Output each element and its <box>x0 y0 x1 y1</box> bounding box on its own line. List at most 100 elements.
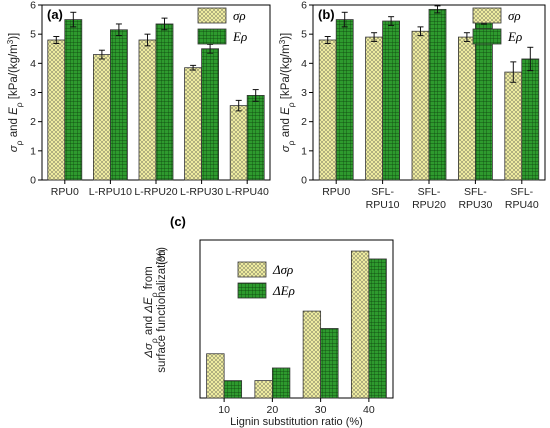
bar-e-1 <box>110 29 128 181</box>
bar-e-3 <box>368 258 387 399</box>
x-tick-label: L-RPU30 <box>180 186 223 198</box>
y-axis-label-part: and <box>280 115 292 141</box>
bar-sigma-3 <box>457 36 476 181</box>
legend-label-e: Eρ <box>232 29 247 44</box>
bar-sigma-1 <box>254 380 273 399</box>
x-tick-label: RPU0 <box>51 186 79 198</box>
y-axis-label-part: ρ <box>14 102 24 107</box>
x-tick-label: 40 <box>363 404 375 416</box>
panel-label: (b) <box>318 7 335 22</box>
bar-e-1 <box>271 367 291 399</box>
bar-sigma-3 <box>350 250 370 399</box>
y-axis-label: σρ and Eρ [kPa/(kg/m3)] <box>278 33 297 153</box>
bar-e-0 <box>223 380 243 399</box>
bar-sigma-2 <box>411 30 430 181</box>
y-axis-label-part: [kPa/(kg/m <box>280 44 292 102</box>
y-tick-label: 2 <box>30 116 36 128</box>
x-tick-label: 10 <box>218 404 230 416</box>
legend-swatch-sigma <box>237 261 267 278</box>
y-tick-label: 4 <box>301 58 307 70</box>
y-axis-label-part: and <box>143 313 155 339</box>
y-axis-label-part: from <box>143 266 155 292</box>
bar-e-2 <box>155 23 174 181</box>
bar-e-3 <box>201 48 220 181</box>
y-axis-label-part: σ <box>280 144 292 152</box>
x-tick-label: SFL- <box>418 186 441 198</box>
y-axis-label-line3: (%) <box>156 247 168 265</box>
x-tick-label: RPU30 <box>458 199 492 211</box>
legend-label-sigma: Δσρ <box>272 262 293 277</box>
y-tick-label: 5 <box>30 29 36 41</box>
bar-sigma-2 <box>302 310 322 399</box>
legend-label-sigma: σρ <box>233 8 246 23</box>
bar-sigma-0 <box>47 39 66 181</box>
bar-e-4 <box>521 58 540 181</box>
y-axis-label-part: ρ <box>149 338 159 343</box>
bar-e-1 <box>382 20 401 181</box>
legend-swatch-sigma <box>197 7 227 24</box>
x-tick-label: L-RPU20 <box>134 186 177 198</box>
bar-e-0 <box>335 19 354 181</box>
y-tick-label: 1 <box>30 145 36 157</box>
bar-sigma-3 <box>184 67 203 181</box>
legend-swatch-e <box>472 28 502 45</box>
x-tick-label: 30 <box>315 404 327 416</box>
y-axis-label-part: 3 <box>6 39 15 44</box>
y-tick-label: 3 <box>301 87 307 99</box>
y-tick-label: 0 <box>30 175 36 187</box>
x-tick-label: L-RPU10 <box>89 186 132 198</box>
x-tick-label: RPU40 <box>505 199 539 211</box>
y-axis-label-line2: surface functionalization <box>156 249 168 372</box>
bar-sigma-0 <box>318 39 337 181</box>
bar-e-4 <box>246 95 265 181</box>
bar-sigma-2 <box>138 39 157 181</box>
x-axis-label: Lignin substitution ratio (%) <box>230 416 363 428</box>
legend-swatch-sigma <box>472 7 502 24</box>
y-axis-label-part: )] <box>8 33 20 40</box>
y-axis-label-part: σ <box>8 144 20 152</box>
legend-label-e: Eρ <box>507 29 522 44</box>
y-axis-label-part: E <box>280 107 292 115</box>
y-axis-label: Δσρ and ΔEρ from <box>143 266 159 359</box>
y-axis-label-part: )] <box>280 33 292 40</box>
legend-label-e: ΔEρ <box>272 283 295 298</box>
bar-sigma-4 <box>229 105 248 181</box>
bar-sigma-4 <box>504 71 523 181</box>
y-axis-label-part: 3 <box>278 39 287 44</box>
panel-label: (a) <box>47 7 63 22</box>
y-axis-label-part: and <box>8 115 20 141</box>
legend-swatch-e <box>237 282 267 299</box>
bar-sigma-1 <box>365 36 384 181</box>
legend-swatch-e <box>197 28 227 45</box>
y-axis-label-part: ΔE <box>143 297 155 314</box>
y-axis-label-part: [kPa/(kg/m <box>8 44 20 102</box>
bar-e-0 <box>64 19 83 181</box>
x-tick-label: 20 <box>267 404 279 416</box>
y-tick-label: 5 <box>301 29 307 41</box>
y-axis-label-part: Δσ <box>143 342 155 359</box>
bar-sigma-0 <box>206 353 225 399</box>
x-tick-label: L-RPU40 <box>226 186 269 198</box>
x-tick-label: SFL- <box>464 186 487 198</box>
bar-sigma-1 <box>93 54 111 181</box>
y-axis-label-part: ρ <box>286 140 296 145</box>
panel-label: (c) <box>170 214 186 229</box>
x-tick-label: RPU0 <box>322 186 350 198</box>
bar-e-2 <box>428 8 447 181</box>
y-axis-label-part: ρ <box>286 102 296 107</box>
y-axis-label-part: E <box>8 107 20 115</box>
y-axis-label: σρ and Eρ [kPa/(kg/m3)] <box>6 33 25 153</box>
y-tick-label: 0 <box>301 175 307 187</box>
y-axis-label-part: ρ <box>14 140 24 145</box>
y-tick-label: 3 <box>30 87 36 99</box>
y-tick-label: 6 <box>301 0 307 12</box>
x-tick-label: SFL- <box>371 186 394 198</box>
x-tick-label: RPU20 <box>412 199 446 211</box>
legend-label-sigma: σρ <box>508 8 521 23</box>
bar-e-2 <box>320 328 339 399</box>
x-tick-label: SFL- <box>510 186 533 198</box>
plot-frame-2 <box>199 239 394 399</box>
y-tick-label: 4 <box>30 58 36 70</box>
y-tick-label: 1 <box>301 145 307 157</box>
